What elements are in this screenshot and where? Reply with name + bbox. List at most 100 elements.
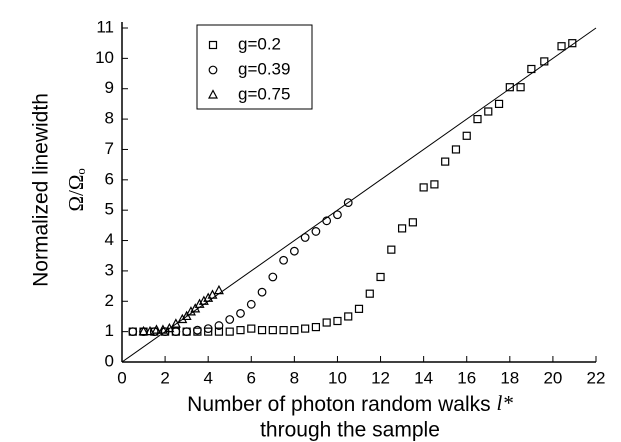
data-point (185, 306, 196, 316)
data-point (268, 272, 278, 282)
data-point (301, 324, 310, 333)
data-point (494, 99, 504, 109)
data-point (207, 289, 218, 299)
y-tick-label: 10 (95, 48, 114, 67)
data-point (344, 312, 353, 321)
y-tick-label: 5 (105, 200, 114, 219)
data-point (568, 39, 577, 48)
data-point (473, 114, 482, 124)
data-point (204, 327, 213, 336)
legend-marker (208, 40, 218, 50)
data-point (430, 180, 439, 189)
data-point (557, 42, 566, 51)
data-point (157, 324, 168, 334)
legend-marker (208, 89, 218, 99)
data-point (462, 131, 471, 140)
data-point (311, 227, 321, 236)
data-point (540, 57, 549, 66)
y-tick-label: 6 (105, 169, 114, 188)
data-point (203, 292, 214, 302)
y-tick-label: 9 (105, 78, 114, 97)
legend-label: g=0.75 (238, 84, 290, 103)
y-axis-label: Normalized linewidth (30, 93, 53, 287)
legend-marker (208, 65, 218, 75)
data-point (203, 324, 213, 334)
data-point (354, 304, 364, 313)
data-point (149, 327, 159, 337)
y-tick-label: 7 (105, 139, 114, 158)
y-tick-label: 2 (105, 291, 114, 310)
data-point (365, 289, 374, 298)
x-tick-label: 16 (457, 368, 476, 387)
data-point (333, 316, 342, 326)
data-point (322, 216, 332, 226)
data-point (181, 310, 192, 321)
data-point (419, 183, 428, 192)
legend-label: g=0.2 (238, 34, 281, 53)
data-point (343, 198, 353, 207)
data-point (198, 295, 209, 305)
y-tick-label: 0 (105, 351, 114, 370)
x-tick-label: 0 (117, 368, 126, 387)
x-tick-label: 22 (587, 368, 606, 387)
data-point (170, 318, 181, 328)
y-tick-label: 8 (105, 109, 114, 128)
x-tick-label: 8 (290, 368, 299, 387)
y-tick-label: 1 (105, 321, 114, 340)
data-point (177, 313, 188, 324)
legend-label: g=0.39 (238, 59, 290, 78)
data-point (268, 326, 277, 335)
data-point (145, 325, 156, 336)
data-point (279, 255, 288, 265)
data-point (194, 298, 205, 308)
data-point (138, 325, 149, 336)
data-point (300, 233, 310, 242)
y-axis-label-symbol: Ω/Ωₒ (64, 168, 88, 211)
data-point (182, 327, 192, 337)
x-axis-label: through the sample (260, 419, 440, 442)
x-tick-label: 4 (203, 368, 212, 387)
data-point (408, 218, 417, 227)
x-tick-label: 12 (371, 368, 390, 387)
data-point (236, 309, 245, 318)
data-point (290, 326, 299, 335)
y-tick-label: 11 (96, 17, 114, 36)
data-point (236, 326, 245, 335)
x-axis-label: Number of photon random walks l* (187, 391, 513, 416)
data-point (451, 145, 461, 154)
data-point (333, 210, 342, 220)
data-point (387, 245, 396, 254)
y-tick-label: 4 (105, 230, 114, 249)
data-point (289, 246, 299, 256)
x-tick-label: 6 (247, 368, 256, 387)
x-tick-label: 10 (328, 368, 347, 387)
data-point (311, 322, 321, 332)
data-point (441, 157, 450, 166)
data-point (279, 326, 288, 335)
data-point (214, 327, 224, 336)
data-point (246, 299, 256, 309)
y-tick-label: 3 (105, 260, 114, 279)
data-point (193, 325, 202, 335)
data-point (164, 322, 175, 333)
x-tick-label: 14 (414, 368, 433, 387)
x-axis-label-symbol: l* (497, 391, 514, 415)
data-point (225, 327, 234, 336)
data-point (376, 272, 385, 282)
data-point (516, 83, 525, 92)
data-point (527, 64, 536, 74)
data-point (213, 284, 224, 295)
data-point (257, 326, 267, 335)
data-point (484, 107, 493, 116)
data-point (257, 287, 267, 297)
data-point (322, 318, 331, 327)
x-tick-label: 20 (543, 368, 562, 387)
data-point (190, 303, 201, 313)
data-point (505, 83, 514, 92)
x-tick-label: 2 (160, 368, 169, 387)
data-point (225, 315, 235, 324)
data-point (128, 327, 138, 337)
x-tick-label: 18 (500, 368, 519, 387)
data-point (247, 324, 256, 333)
